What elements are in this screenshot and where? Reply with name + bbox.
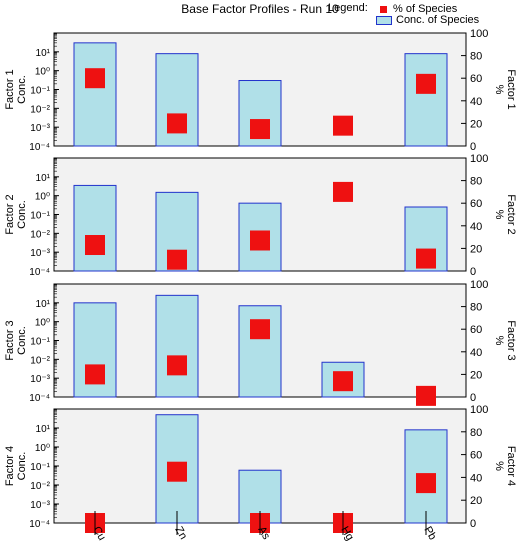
conc-bar-zn [155,294,199,398]
legend-swatch-concentration [376,15,392,25]
left-tick-label: 10⁻² [30,355,50,366]
percent-marker-pb [416,385,436,406]
left-tick-label: 10⁻⁴ [29,393,50,404]
right-tick-label: 80 [470,427,482,439]
percent-marker-pb [416,248,436,269]
right-tick-label: 20 [470,495,482,507]
left-tick-label: 10⁻³ [30,123,50,134]
left-tick-label: 10⁻⁴ [29,519,50,530]
left-tick-label: 10⁻³ [30,374,50,385]
right-tick-label: 40 [470,96,482,108]
right-tick-label: 80 [470,302,482,314]
legend-item-concentration: Conc. of Species [376,14,479,26]
left-tick-label: 10⁻² [30,104,50,115]
left-tick-label: 10⁻⁴ [29,267,50,278]
conc-bar-pb [404,53,448,147]
left-tick-label: 10⁻¹ [30,462,50,473]
percent-marker-zn [167,113,187,134]
left-tick-label: 10⁻¹ [30,337,50,348]
right-tick-label: 0 [470,266,476,278]
percent-marker-hg [333,181,353,202]
left-axis-title: Conc. [16,75,28,104]
factor-label-left: Factor 2 [4,194,16,234]
right-tick-label: 100 [470,153,488,165]
factor-label-left: Factor 1 [4,69,16,109]
legend-item-percent: % of Species [376,3,457,15]
percent-marker-zn [167,249,187,270]
right-tick-label: 20 [470,369,482,381]
percent-marker-cu [85,364,105,385]
right-tick-label: 0 [470,518,476,530]
percent-marker-pb [416,473,436,494]
left-tick-label: 10¹ [36,299,51,310]
left-tick-label: 10⁻² [30,229,50,240]
right-tick-label: 20 [470,118,482,130]
percent-marker-cu [85,235,105,256]
legend-text-percent: % of Species [393,3,458,15]
left-tick-label: 10¹ [36,48,51,59]
legend-label: Legend: [328,2,368,14]
left-tick-label: 10⁰ [35,67,50,78]
left-tick-label: 10⁻¹ [30,211,50,222]
percent-marker-pb [416,73,436,94]
right-tick-label: 0 [470,392,476,404]
left-tick-label: 10⁰ [35,318,50,329]
right-tick-label: 100 [470,28,488,40]
left-axis-title: Conc. [16,326,28,355]
left-tick-label: 10⁻² [30,481,50,492]
percent-marker-hg [333,371,353,392]
right-tick-label: 80 [470,176,482,188]
factor-label-left: Factor 4 [4,446,16,486]
right-tick-label: 60 [470,73,482,85]
legend-text-concentration: Conc. of Species [396,14,480,26]
left-tick-label: 10⁰ [35,443,50,454]
right-tick-label: 100 [470,279,488,291]
right-tick-label: 100 [470,404,488,416]
factor-label-right: Factor 3 [505,320,517,360]
right-tick-label: 60 [470,450,482,462]
percent-marker-hg [333,115,353,136]
factor-label-right: Factor 4 [505,446,517,486]
conc-bar-cu [73,184,117,272]
right-tick-label: 80 [470,51,482,63]
percent-marker-zn [167,355,187,376]
left-axis-title: Conc. [16,200,28,229]
percent-marker-as [250,230,270,251]
right-axis-title: % [493,85,505,95]
right-tick-label: 60 [470,198,482,210]
right-axis-title: % [493,461,505,471]
right-tick-label: 40 [470,221,482,233]
factor-label-right: Factor 2 [505,194,517,234]
legend-swatch-percent [380,5,387,13]
factor-label-left: Factor 3 [4,320,16,360]
right-tick-label: 40 [470,347,482,359]
right-tick-label: 60 [470,324,482,336]
percent-marker-cu [85,68,105,89]
left-tick-label: 10⁻³ [30,500,50,511]
x-tick-label: As [255,525,272,543]
x-tick-label: Zn [172,525,189,542]
percent-marker-as [250,119,270,140]
factor-label-right: Factor 1 [505,69,517,109]
left-axis-title: Conc. [16,452,28,481]
right-axis-title: % [493,210,505,220]
left-tick-label: 10⁻⁴ [29,142,50,153]
chart-title: Base Factor Profiles - Run 10 [181,2,339,16]
right-axis-title: % [493,336,505,346]
left-tick-label: 10⁻¹ [30,86,50,97]
left-tick-label: 10⁻³ [30,248,50,259]
left-tick-label: 10¹ [36,173,51,184]
right-tick-label: 40 [470,472,482,484]
percent-marker-as [250,319,270,340]
right-tick-label: 20 [470,243,482,255]
x-tick-label: Pb [421,525,438,543]
conc-bar-cu [73,42,117,147]
left-tick-label: 10⁰ [35,192,50,203]
left-tick-label: 10¹ [36,424,51,435]
percent-marker-zn [167,461,187,482]
right-tick-label: 0 [470,141,476,153]
